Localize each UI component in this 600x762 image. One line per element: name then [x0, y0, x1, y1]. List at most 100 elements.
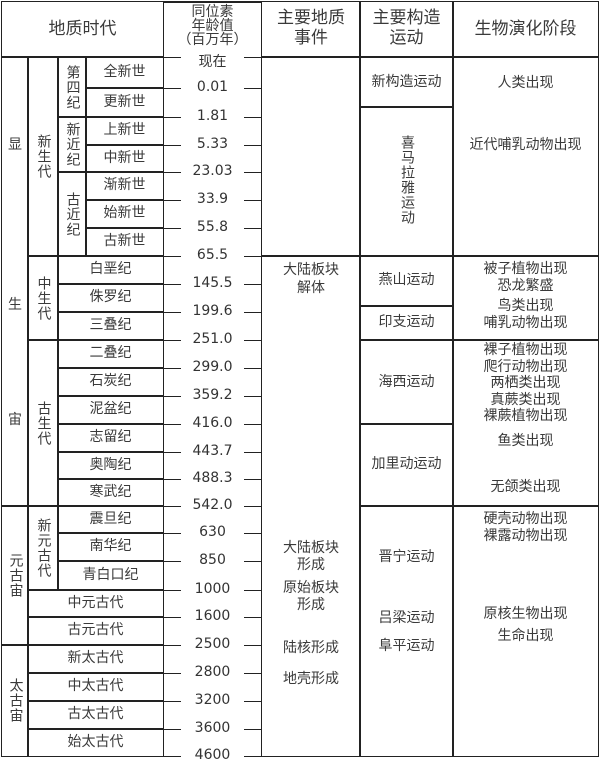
age-value: 4600 [181, 747, 244, 762]
subperiod-cell [57, 171, 87, 257]
biology-label: 哺乳动物出现 [483, 315, 568, 331]
top-border [163, 1, 262, 3]
period-label: 泥盆纪 [89, 401, 132, 417]
biology-label: 被子植物出现 [483, 261, 568, 277]
biology-label: 裸露动物出现 [483, 528, 568, 544]
age-tick [242, 728, 262, 730]
era-label: 新生代 [35, 134, 52, 179]
event-label: 大陆板块 [283, 262, 339, 278]
age-value: 443.7 [181, 443, 244, 459]
era-label: 新太古代 [67, 650, 124, 666]
biology-label: 生命出现 [497, 628, 554, 644]
era-label: 古太古代 [67, 706, 124, 722]
age-tick [242, 478, 262, 480]
age-tick [163, 755, 183, 757]
period-cell [57, 395, 164, 425]
epoch-label: 始新世 [103, 205, 146, 221]
epoch-cell [85, 171, 164, 201]
period-cell [57, 423, 164, 453]
age-tick [163, 367, 183, 369]
era-cell [27, 728, 164, 757]
age-tick [163, 116, 183, 118]
biology-label: 裸子植物出现 [483, 342, 568, 358]
age-value: 3600 [181, 720, 244, 736]
age-value: 2500 [181, 636, 244, 652]
era-label: 中生代 [35, 275, 52, 321]
age-tick [242, 116, 262, 118]
age-tick [163, 227, 183, 229]
tectonic-cell [359, 423, 454, 507]
age-value: 23.03 [181, 163, 244, 179]
age-value: 现在 [181, 51, 244, 71]
age-tick [242, 171, 262, 173]
epoch-label: 渐新世 [103, 177, 146, 193]
age-value: 55.8 [181, 219, 244, 235]
era-label: 新元古代 [35, 518, 52, 578]
age-tick [163, 311, 183, 313]
tectonic-cell [359, 305, 454, 341]
period-cell [57, 478, 164, 507]
eon-phanerozoic-char: 生 [8, 297, 22, 313]
age-tick [163, 395, 183, 397]
tectonic-cell [359, 106, 454, 257]
eon-proterozoic [1, 505, 29, 646]
tectonic-label: 阜平运动 [378, 638, 435, 654]
event-label: 解体 [297, 280, 325, 296]
age-tick [163, 478, 183, 480]
subperiod-label: 新近纪 [64, 122, 81, 167]
age-tick [163, 644, 183, 646]
epoch-cell [85, 56, 164, 89]
biology-label: 近代哺乳动物出现 [469, 137, 582, 153]
age-value: 145.5 [181, 275, 244, 291]
tectonic-cell [359, 505, 454, 757]
age-tick [242, 672, 262, 674]
header-isotope-age-label: 同位素 [191, 4, 234, 20]
header-biology [452, 1, 599, 58]
age-value: 251.0 [181, 331, 244, 347]
event-label: 原始板块 [283, 580, 339, 596]
era-cell [27, 505, 59, 591]
age-value: 1000 [181, 581, 244, 597]
age-tick [242, 616, 262, 618]
period-label: 石炭纪 [89, 373, 132, 389]
age-tick [163, 87, 183, 89]
age-tick [163, 199, 183, 201]
biology-label: 无颌类出现 [490, 479, 561, 495]
epoch-label: 古新世 [103, 233, 146, 249]
biology-label: 爬行动物出现 [483, 359, 568, 375]
period-label: 南华纪 [89, 538, 132, 554]
period-label: 二叠纪 [89, 345, 132, 361]
period-label: 志留纪 [89, 429, 132, 445]
tectonic-cell [359, 56, 454, 108]
age-value: 199.6 [181, 303, 244, 319]
event-label: 形成 [297, 597, 325, 613]
age-tick [163, 672, 183, 674]
tectonic-label: 加里动运动 [371, 456, 442, 472]
epoch-cell [85, 199, 164, 229]
era-cell [27, 672, 164, 702]
age-tick [163, 700, 183, 702]
period-cell [57, 283, 164, 313]
tectonic-cell [359, 255, 454, 307]
tectonic-label: 海西运动 [378, 374, 435, 390]
period-cell [57, 451, 164, 480]
event-label: 陆核形成 [283, 640, 339, 656]
biology-label: 鱼类出现 [497, 433, 554, 449]
period-cell [57, 339, 164, 369]
header-tectonic-label: 运动 [389, 28, 424, 48]
event-label: 形成 [297, 557, 325, 573]
header-tectonic [359, 1, 454, 58]
age-tick [242, 505, 262, 507]
age-tick [163, 505, 183, 507]
header-main-events-label: 事件 [294, 28, 328, 48]
period-cell [57, 255, 164, 285]
event-label: 大陆板块 [283, 540, 339, 556]
age-tick [242, 423, 262, 425]
age-tick [163, 255, 183, 257]
era-cell [27, 56, 59, 257]
era-label: 中太古代 [67, 678, 124, 694]
age-tick [163, 423, 183, 425]
age-tick [242, 56, 262, 58]
biology-cell [452, 56, 599, 257]
